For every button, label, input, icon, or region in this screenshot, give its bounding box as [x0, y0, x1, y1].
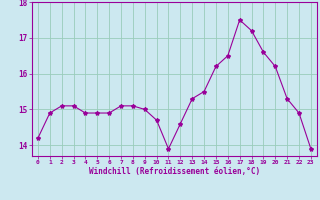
X-axis label: Windchill (Refroidissement éolien,°C): Windchill (Refroidissement éolien,°C): [89, 167, 260, 176]
